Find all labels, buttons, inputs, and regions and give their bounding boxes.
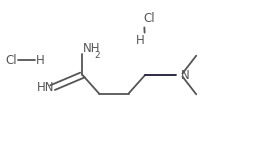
Text: 2: 2 [95,51,100,60]
Text: Cl: Cl [5,54,17,67]
Text: HN: HN [37,81,54,94]
Text: Cl: Cl [143,12,155,25]
Text: N: N [181,69,190,81]
Text: H: H [36,54,45,67]
Text: H: H [136,34,144,47]
Text: NH: NH [82,42,100,55]
